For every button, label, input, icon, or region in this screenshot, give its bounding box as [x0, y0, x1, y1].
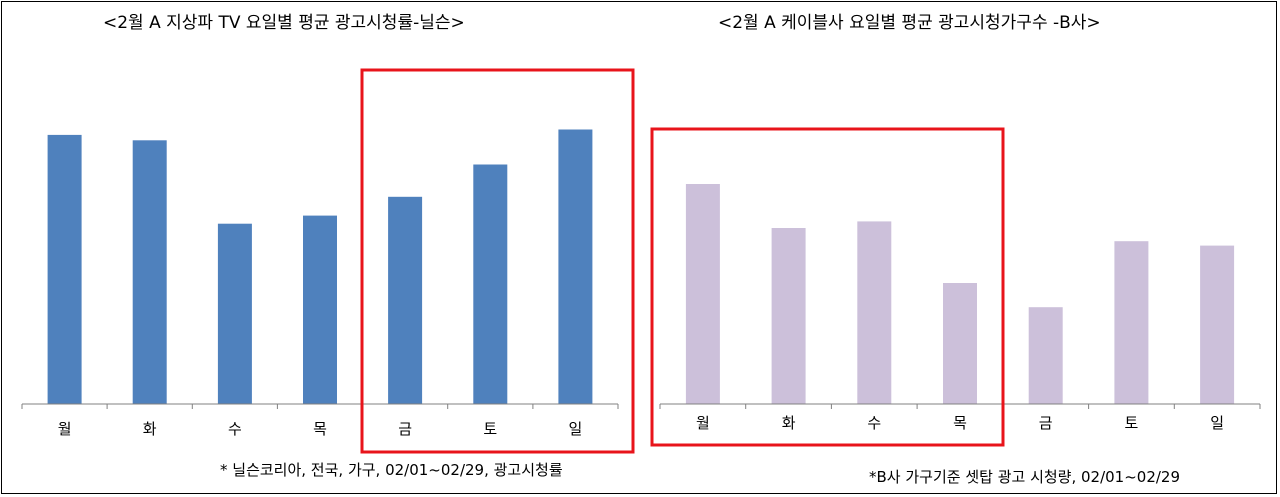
x-tick-label: 화 [782, 414, 796, 432]
x-tick-label: 토 [1124, 414, 1138, 432]
bar-left-5 [473, 164, 508, 404]
x-tick-label: 금 [398, 420, 412, 438]
x-tick-label: 월 [696, 414, 710, 432]
bar-left-0 [47, 134, 82, 404]
x-tick-label: 토 [483, 420, 497, 438]
bar-right-0 [685, 184, 720, 404]
bar-right-1 [771, 228, 806, 404]
x-tick-label: 화 [143, 420, 157, 438]
bar-left-1 [132, 140, 167, 405]
bar-left-2 [217, 223, 252, 404]
x-tick-label: 일 [1210, 414, 1224, 432]
right-highlight-box [650, 127, 1005, 447]
bar-left-4 [388, 196, 423, 404]
left-highlight-box [360, 68, 635, 454]
x-tick-label: 수 [867, 414, 881, 432]
x-tick-label: 일 [568, 420, 582, 438]
x-tick-label: 금 [1039, 414, 1053, 432]
bar-right-3 [943, 283, 977, 404]
x-tick-label: 수 [228, 420, 242, 438]
left-source-note: * 닐슨코리아, 전국, 가구, 02/01~02/29, 광고시청률 [220, 461, 563, 479]
bar-right-4 [1028, 307, 1063, 404]
x-tick-label: 목 [313, 420, 327, 438]
right-chart-title: <2월 A 케이블사 요일별 평균 광고시청가구수 -B사> [718, 13, 1101, 33]
right-source-note: *B사 가구기준 셋탑 광고 시청량, 02/01~02/29 [869, 468, 1181, 486]
bar-left-6 [558, 129, 593, 404]
bar-right-5 [1114, 241, 1149, 404]
bar-right-2 [857, 221, 892, 404]
bar-left-3 [303, 215, 337, 404]
bar-right-6 [1200, 245, 1235, 404]
x-tick-label: 목 [953, 414, 967, 432]
left-chart-title: <2월 A 지상파 TV 요일별 평균 광고시청률-닐슨> [103, 13, 465, 33]
x-tick-label: 월 [58, 420, 72, 438]
